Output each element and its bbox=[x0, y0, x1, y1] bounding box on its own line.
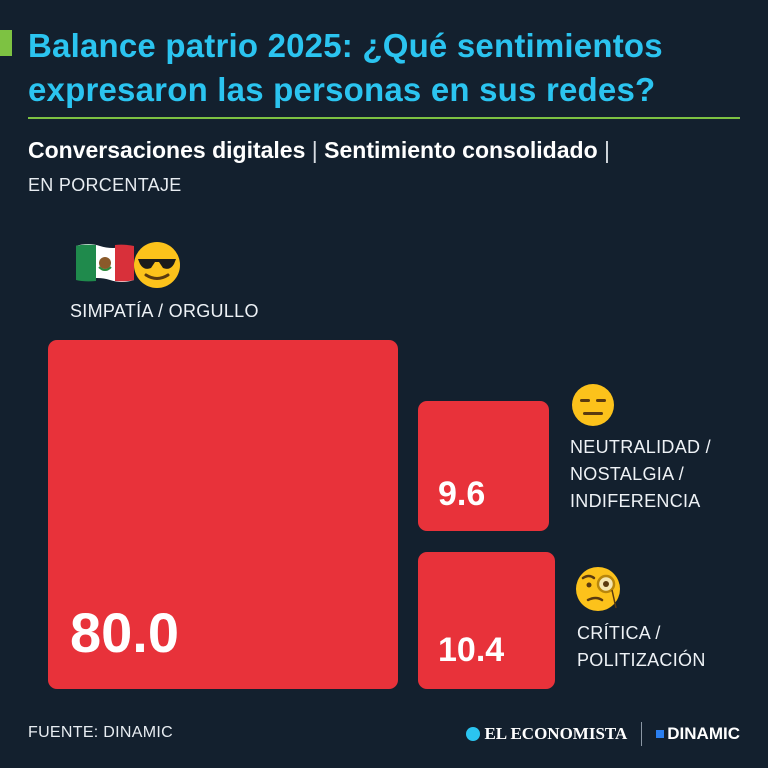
label-line: NEUTRALIDAD / bbox=[570, 437, 711, 457]
label-simpatia-orgullo: SIMPATÍA / ORGULLO bbox=[70, 298, 259, 325]
chart-subtitle: Conversaciones digitales | Sentimiento c… bbox=[28, 137, 758, 164]
label-line: POLITIZACIÓN bbox=[577, 650, 706, 670]
label-line: NOSTALGIA / bbox=[570, 464, 684, 484]
el-economista-logo: EL ECONOMISTA bbox=[466, 724, 627, 744]
subtitle-separator-2: | bbox=[604, 137, 610, 163]
title-divider bbox=[28, 117, 740, 119]
mexico-flag-icon bbox=[76, 244, 134, 282]
neutral-face-icon bbox=[572, 384, 614, 426]
dinamic-logo: DINAMIC bbox=[656, 724, 740, 744]
units-label: EN PORCENTAJE bbox=[28, 175, 182, 195]
value-label-critica: 10.4 bbox=[438, 631, 505, 669]
monocle-face-icon bbox=[576, 567, 620, 611]
page-title: Balance patrio 2025: ¿Qué sentimientos e… bbox=[28, 24, 758, 112]
label-line: SIMPATÍA / ORGULLO bbox=[70, 301, 259, 321]
tile-neutralidad bbox=[418, 401, 549, 531]
dinamic-logo-text: DINAMIC bbox=[667, 724, 740, 743]
title-line-1: Balance patrio 2025: ¿Qué sentimientos bbox=[28, 27, 663, 64]
tile-simpatia-orgullo bbox=[48, 340, 398, 689]
label-critica: CRÍTICA / POLITIZACIÓN bbox=[577, 620, 706, 674]
el-economista-logo-text: EL ECONOMISTA bbox=[484, 724, 628, 743]
tile-critica bbox=[418, 552, 555, 689]
title-line-2: expresaron las personas en sus redes? bbox=[28, 71, 656, 108]
label-neutralidad: NEUTRALIDAD / NOSTALGIA / INDIFERENCIA bbox=[570, 434, 711, 515]
subtitle-part-1: Conversaciones digitales bbox=[28, 137, 306, 163]
logo-divider bbox=[641, 722, 643, 746]
subtitle-part-2: Sentimiento consolidado bbox=[324, 137, 598, 163]
logos: EL ECONOMISTA DINAMIC bbox=[466, 722, 740, 746]
subtitle-separator-1: | bbox=[311, 137, 318, 163]
accent-bar bbox=[0, 30, 12, 56]
dinamic-logo-mark bbox=[656, 730, 665, 738]
value-label-neutralidad: 9.6 bbox=[438, 475, 486, 513]
sunglasses-face-icon bbox=[134, 242, 180, 288]
value-label-simpatia-orgullo: 80.0 bbox=[70, 601, 179, 664]
label-line: INDIFERENCIA bbox=[570, 491, 701, 511]
source-note: FUENTE: DINAMIC bbox=[28, 724, 173, 741]
label-line: CRÍTICA / bbox=[577, 623, 661, 643]
el-economista-logo-mark bbox=[466, 727, 481, 741]
